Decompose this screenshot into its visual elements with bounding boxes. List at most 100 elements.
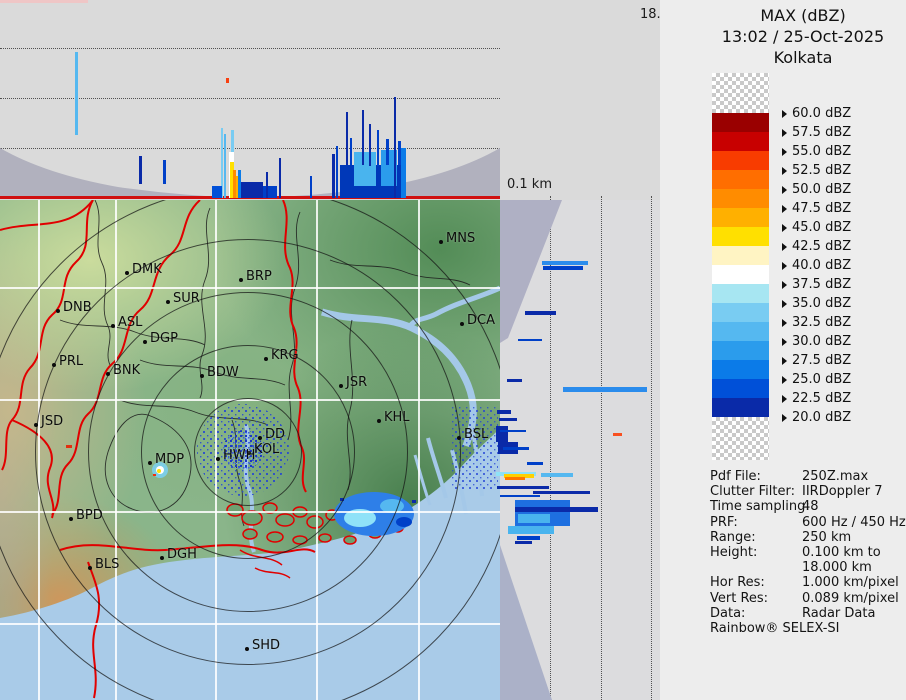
product-timestamp: 13:02 / 25-Oct-2025 [721,27,885,46]
color-scale-band [712,417,769,460]
city-dot [439,240,443,244]
color-scale-label: 32.5 dBZ [782,315,851,330]
legend-panel: MAX (dBZ) 13:02 / 25-Oct-2025 Kolkata 60… [660,0,906,700]
color-scale-band: 60.0 dBZ [712,73,851,121]
color-scale-band: 22.5 dBZ [712,379,851,406]
city-dot [34,423,38,427]
city-label: BLS [95,557,120,572]
color-scale-label: 50.0 dBZ [782,182,851,197]
metadata-value: 48 [802,499,819,515]
city-label: ASL [118,315,143,330]
color-scale-label: 40.0 dBZ [782,258,851,273]
color-scale-band: 37.5 dBZ [712,265,851,292]
metadata-row: Hor Res: 1.000 km/pixel [660,575,906,590]
metadata-row: PRF: 600 Hz / 450 Hz [660,515,906,530]
color-scale: 60.0 dBZ 57.5 dBZ 55.0 dBZ 52.5 dBZ 50.0… [712,73,851,460]
city-dot [264,357,268,361]
color-scale-label: 45.0 dBZ [782,220,851,235]
color-scale-label: 55.0 dBZ [782,144,851,159]
color-scale-band: 55.0 dBZ [712,132,851,159]
right-height-profile-panel [500,196,660,700]
city-dot [460,322,464,326]
city-label: JSR [346,375,368,390]
city-label: BRP [246,269,272,284]
city-label: DCA [467,313,495,328]
metadata-row: Height: 0.100 km to [660,545,906,560]
axis-corner-box: 18.0 km 0.1 km [500,0,693,200]
metadata-row: Clutter Filter: IIRDoppler 7 [660,484,906,499]
metadata-value: 250 km [802,529,852,545]
metadata-value: 1.000 km/pixel [802,575,899,591]
metadata-label: Hor Res: [710,575,765,591]
metadata-label: Vert Res: [710,590,769,606]
metadata-label: Pdf File: [710,469,761,484]
metadata-label: Clutter Filter: [710,484,795,500]
city-label: DGP [150,331,178,346]
color-scale-label: 27.5 dBZ [782,353,851,368]
city-dot [377,419,381,423]
city-label: BSL [464,427,489,442]
product-title: MAX (dBZ) [760,6,846,25]
color-scale-label: 42.5 dBZ [782,239,851,254]
metadata-row: 18.000 km [660,560,906,575]
top-height-profile-panel [0,0,500,200]
metadata-value: 0.100 km to [802,544,881,560]
metadata-label: PRF: [710,514,738,530]
city-dot [148,461,152,465]
color-scale-band: 32.5 dBZ [712,303,851,330]
metadata-value: IIRDoppler 7 [802,484,883,500]
color-scale-band: 47.5 dBZ [712,189,851,216]
color-scale-label: 52.5 dBZ [782,163,851,178]
metadata-value: 0.089 km/pixel [802,590,899,606]
city-dot [339,384,343,388]
city-dot [52,363,56,367]
city-label: BDW [207,365,239,380]
product-header: MAX (dBZ) 13:02 / 25-Oct-2025 Kolkata [696,5,906,68]
station-name: Kolkata [773,48,833,67]
city-dot [56,309,60,313]
color-scale-band: 35.0 dBZ [712,284,851,311]
color-scale-label: 47.5 dBZ [782,201,851,216]
product-metadata: Pdf File: 250Z.max Clutter Filter: IIRDo… [660,469,906,621]
color-scale-band: 50.0 dBZ [712,170,851,197]
color-scale-label: 57.5 dBZ [782,125,851,140]
city-dot [143,340,147,344]
city-dot [200,374,204,378]
city-label: MNS [446,231,476,246]
height-gridline [550,196,551,700]
city-label: BPD [76,508,103,523]
color-scale-band: 52.5 dBZ [712,151,851,178]
city-label: SHD [252,638,281,653]
metadata-label: Time sampling: [710,499,810,515]
top-edge-strip [0,0,88,3]
beam-coverage-shading [0,148,500,199]
beam-coverage-shading [500,200,562,700]
city-dot [166,300,170,304]
min-height-axis-label: 0.1 km [507,177,552,192]
city-dot [258,436,262,440]
city-dot [457,436,461,440]
city-label: DGH [167,547,197,562]
metadata-row: Data: Radar Data [660,606,906,621]
ground-line [0,196,500,199]
metadata-value: 18.000 km [802,560,872,576]
city-label: DD [265,427,286,442]
city-label: KRG [271,348,299,363]
height-gridline [601,196,602,700]
color-scale-label: 35.0 dBZ [782,296,851,311]
metadata-label: Data: [710,605,746,621]
city-label: BNK [113,363,141,378]
city-label: KOL [254,442,280,457]
color-scale-label: 25.0 dBZ [782,372,851,387]
metadata-label: Height: [710,544,758,560]
city-label: JSD [41,414,64,429]
color-scale-label: 20.0 dBZ [782,410,851,425]
city-dot [111,324,115,328]
color-scale-band: 30.0 dBZ [712,322,851,349]
city-dot [69,517,73,521]
city-dot [245,647,249,651]
color-scale-band: 45.0 dBZ [712,208,851,235]
height-gridline [0,148,500,149]
city-label: DMK [132,262,162,277]
